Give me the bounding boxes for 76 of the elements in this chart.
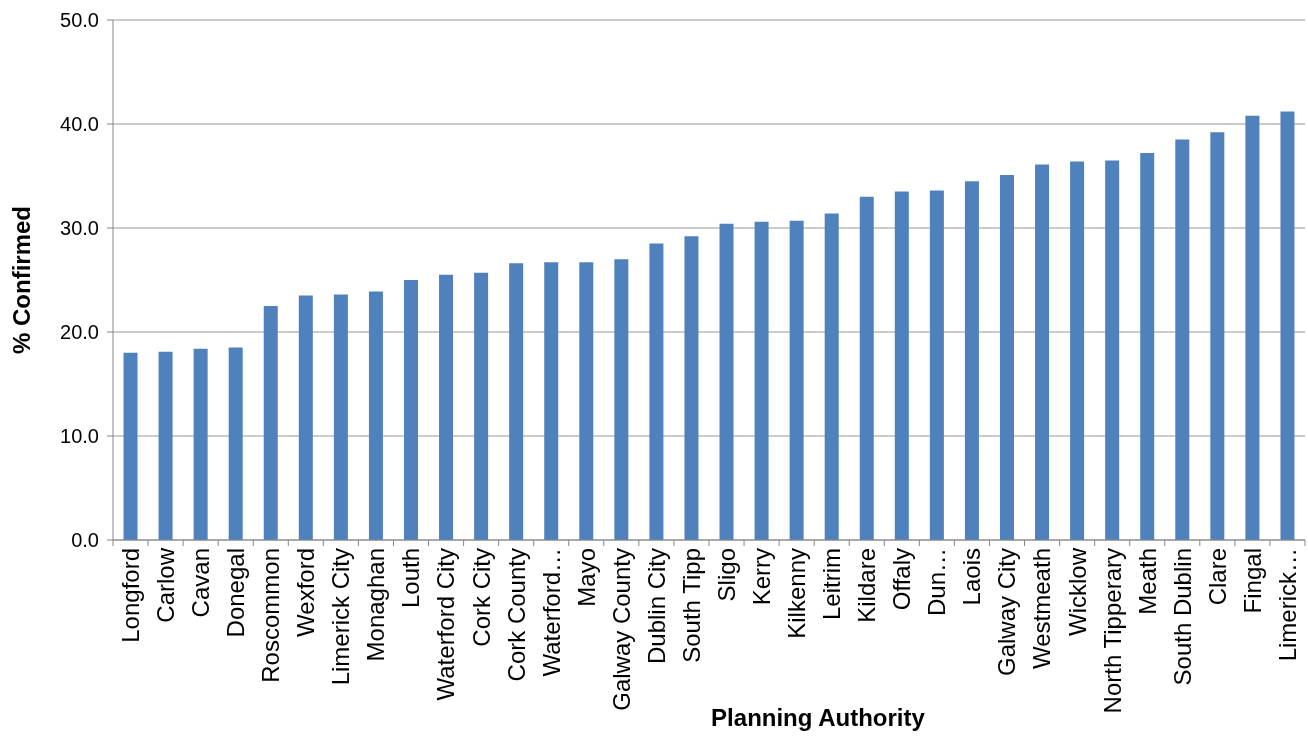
x-tick-label: Waterford City [432,548,460,701]
y-tick-label: 50.0 [60,9,99,32]
x-tick-label: Leitrim [818,548,846,621]
bar [158,351,173,540]
bar [719,223,734,540]
x-tick-label: South Dublin [1168,548,1196,686]
x-tick-label: North Tipperary [1098,548,1126,714]
bar [929,190,944,540]
bar [474,272,489,540]
y-tick-label: 10.0 [60,425,99,448]
bar [1175,139,1190,540]
bar [368,291,383,540]
x-tick-label: Roscommon [257,548,285,683]
bar [859,196,874,540]
bar [824,213,839,540]
bar [649,243,664,540]
x-tick-label: Waterford… [537,548,565,677]
x-tick-label: Fingal [1238,548,1266,614]
x-tick-label: Cork County [502,548,530,682]
x-tick-label: Meath [1133,548,1161,615]
bar [789,220,804,540]
bar [754,221,769,540]
x-tick-label: Sligo [712,548,740,602]
x-tick-label: Westmeath [1028,548,1056,669]
bar [544,262,559,540]
bar [614,259,629,540]
y-tick-label: 20.0 [60,321,99,344]
x-tick-label: Dublin City [642,548,670,665]
bar [964,181,979,540]
x-tick-label: Limerick City [327,548,355,686]
bar [1105,160,1120,540]
bar [1140,153,1155,540]
x-tick-label: Kilkenny [783,548,811,639]
bar [333,294,348,540]
bar [894,191,909,540]
bar [1280,111,1295,540]
bar [1245,115,1260,540]
y-tick-label: 30.0 [60,217,99,240]
x-tick-label: Mayo [572,548,600,607]
bar [403,280,418,540]
x-tick-label: Cavan [187,548,215,618]
bar [509,263,524,540]
bar [684,236,699,540]
bar [228,347,243,540]
bar [579,262,594,540]
x-tick-label: Monaghan [362,548,390,662]
x-tick-label: Cork City [467,548,495,647]
bar [439,274,454,540]
bar [263,306,278,540]
x-tick-label: Carlow [151,547,179,623]
y-tick-label: 40.0 [60,113,99,136]
x-tick-label: Dun… [923,548,951,617]
y-tick-label: 0.0 [71,529,99,552]
x-tick-label: Longford [116,548,144,643]
x-tick-label: Galway County [607,548,635,711]
bar [193,348,208,540]
bar [1210,132,1225,540]
bar [1070,161,1085,540]
x-tick-label: Kerry [747,548,775,606]
x-axis-title: Planning Authority [711,704,926,731]
x-tick-label: Laois [958,548,986,606]
bar [1035,164,1050,540]
x-tick-label: Limerick… [1273,548,1301,662]
bar [123,352,138,540]
x-tick-label: Wicklow [1063,547,1091,636]
x-tick-label: South Tipp [677,548,705,663]
x-tick-label: Wexford [292,548,320,637]
x-tick-label: Offaly [888,548,916,611]
y-axis-title: % Confirmed [8,205,36,355]
bar [999,174,1014,540]
x-tick-label: Donegal [222,548,250,638]
x-tick-label: Clare [1203,548,1231,606]
x-tick-label: Galway City [993,548,1021,677]
x-tick-label: Kildare [853,548,881,623]
x-tick-label: Louth [397,548,425,609]
bar [298,295,313,540]
